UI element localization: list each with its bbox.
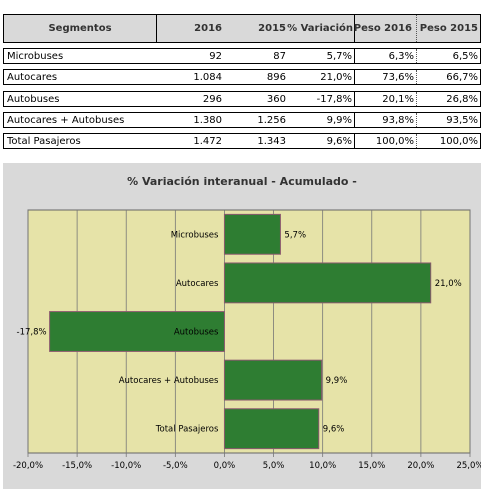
cell-variacion: 9,6% bbox=[326, 135, 352, 147]
cell-2016: 1.380 bbox=[193, 114, 222, 126]
bar bbox=[223, 262, 432, 304]
cell-variacion: -17,8% bbox=[316, 93, 352, 105]
category-label: Autobuses bbox=[174, 328, 219, 338]
cell-2015: 1.256 bbox=[257, 114, 286, 126]
x-tick-label: 5,0% bbox=[263, 461, 285, 471]
cell-peso-2015: 100,0% bbox=[439, 135, 478, 147]
x-tick-label: 25,0% bbox=[456, 461, 481, 471]
col-header-2015: 2015 bbox=[258, 23, 286, 34]
bar bbox=[223, 359, 323, 401]
table-row: Autocares 1.084 896 21,0% 73,6% 66,7% bbox=[3, 69, 481, 85]
row-label: Microbuses bbox=[7, 50, 64, 62]
col-header-segmentos: Segmentos bbox=[48, 23, 112, 34]
chart-title: % Variación interanual - Acumulado - bbox=[127, 175, 357, 188]
col-header-2016: 2016 bbox=[194, 23, 222, 34]
category-label: Autocares bbox=[176, 279, 219, 289]
cell-variacion: 21,0% bbox=[320, 71, 352, 83]
category-label: Microbuses bbox=[171, 230, 219, 240]
cell-2016: 296 bbox=[202, 93, 222, 105]
col-header-peso-2015: Peso 2015 bbox=[419, 23, 478, 34]
col-header-peso-2016: Peso 2016 bbox=[353, 23, 412, 34]
row-label: Autocares bbox=[7, 71, 58, 83]
cell-peso-2016: 73,6% bbox=[382, 71, 414, 83]
table-row: Autobuses 296 360 -17,8% 20,1% 26,8% bbox=[3, 91, 481, 107]
bar-chart: -20,0% -15,0% -10,0% -5,0% 0,0% 5,0% 10,0% 15,0… bbox=[13, 209, 481, 471]
table-row: Microbuses 92 87 5,7% 6,3% 6,5% bbox=[3, 48, 481, 64]
x-tick-label: -5,0% bbox=[163, 461, 188, 471]
data-label: 9,9% bbox=[326, 376, 348, 386]
cell-2015: 1.343 bbox=[257, 135, 286, 147]
table-header: Segmentos 2016 2015 % Variación Peso 201… bbox=[3, 14, 481, 43]
row-label: Autocares + Autobuses bbox=[7, 114, 125, 126]
cell-2016: 1.472 bbox=[193, 135, 222, 147]
x-tick-label: 20,0% bbox=[407, 461, 434, 471]
bar bbox=[49, 311, 225, 352]
table-row: Total Pasajeros 1.472 1.343 9,6% 100,0% … bbox=[3, 133, 481, 149]
cell-peso-2015: 93,5% bbox=[446, 114, 478, 126]
cell-2015: 360 bbox=[266, 93, 286, 105]
cell-peso-2015: 66,7% bbox=[446, 71, 478, 83]
cell-variacion: 5,7% bbox=[326, 50, 352, 62]
data-label: 5,7% bbox=[284, 230, 306, 240]
x-tick-label: 0,0% bbox=[214, 461, 236, 471]
row-label: Total Pasajeros bbox=[7, 135, 81, 147]
cell-peso-2015: 6,5% bbox=[452, 50, 478, 62]
chart-panel: % Variación interanual - Acumulado - -20… bbox=[3, 163, 481, 489]
x-tick-label: 10,0% bbox=[309, 461, 336, 471]
cell-peso-2016: 20,1% bbox=[382, 93, 414, 105]
cell-peso-2016: 93,8% bbox=[382, 114, 414, 126]
cell-variacion: 9,9% bbox=[326, 114, 352, 126]
col-header-variacion: % Variación bbox=[287, 23, 353, 34]
category-label: Total Pasajeros bbox=[155, 425, 219, 435]
row-label: Autobuses bbox=[7, 93, 60, 105]
cell-2016: 92 bbox=[209, 50, 222, 62]
x-tick-label: -10,0% bbox=[111, 461, 141, 471]
cell-2015: 87 bbox=[273, 50, 286, 62]
table-row: Autocares + Autobuses 1.380 1.256 9,9% 9… bbox=[3, 112, 481, 128]
cell-peso-2016: 6,3% bbox=[388, 50, 414, 62]
cell-2015: 896 bbox=[266, 71, 286, 83]
cell-peso-2015: 26,8% bbox=[446, 93, 478, 105]
bar bbox=[223, 408, 320, 450]
data-label: 21,0% bbox=[435, 279, 462, 289]
bar bbox=[223, 213, 281, 255]
cell-2016: 1.084 bbox=[193, 71, 222, 83]
category-label: Autocares + Autobuses bbox=[119, 376, 219, 386]
x-tick-label: -15,0% bbox=[62, 461, 92, 471]
data-label: -17,8% bbox=[17, 328, 47, 338]
x-tick-label: -20,0% bbox=[13, 461, 43, 471]
data-label: 9,6% bbox=[323, 425, 345, 435]
x-tick-label: 15,0% bbox=[358, 461, 385, 471]
cell-peso-2016: 100,0% bbox=[375, 135, 414, 147]
